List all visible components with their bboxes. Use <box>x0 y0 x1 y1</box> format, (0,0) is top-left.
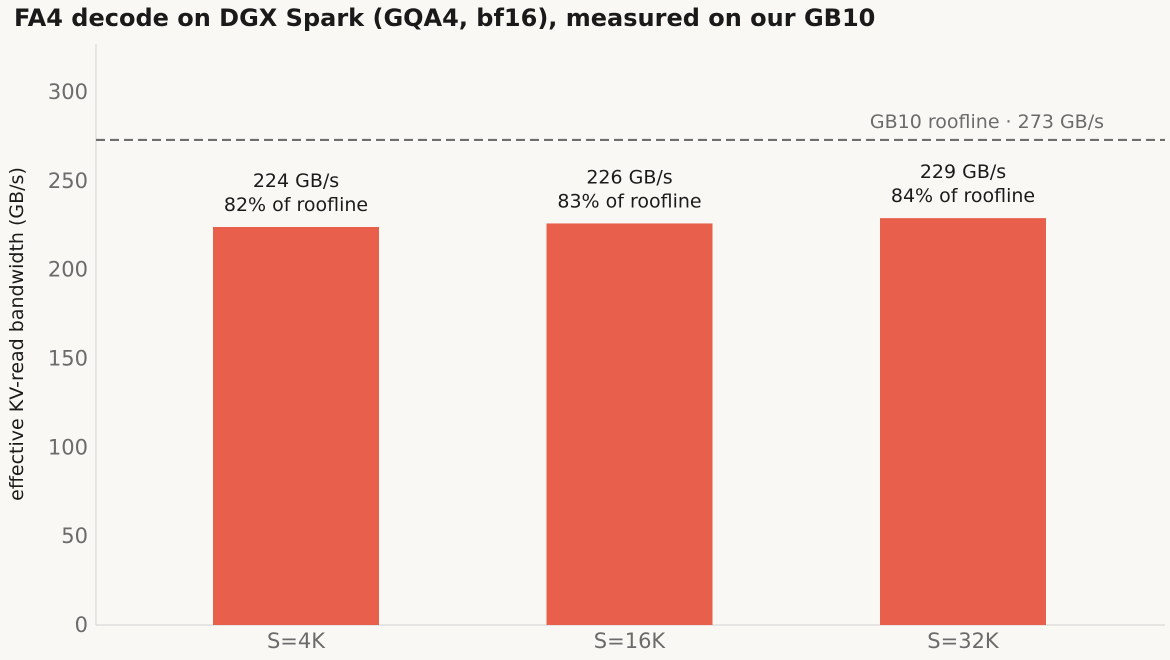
bar-roofline-percent-label: 82% of roofline <box>224 194 368 216</box>
y-axis-label: effective KV-read bandwidth (GB/s) <box>6 167 28 501</box>
y-tick-label: 0 <box>75 613 88 637</box>
y-axis-ticks: 0 50 100 150 200 250 300 <box>48 80 88 637</box>
bar-value-label: 226 GB/s <box>586 166 672 188</box>
x-axis-ticks: S=4K S=16K S=32K <box>267 629 1000 653</box>
y-tick-label: 250 <box>48 169 88 193</box>
y-tick-label: 100 <box>48 435 88 459</box>
y-tick-label: 300 <box>48 80 88 104</box>
bar <box>213 227 379 626</box>
y-tick-label: 150 <box>48 346 88 370</box>
x-tick-label: S=32K <box>927 629 1000 653</box>
y-tick-label: 200 <box>48 258 88 282</box>
bar <box>546 223 713 625</box>
bar <box>880 218 1046 626</box>
roofline-reference: GB10 roofline · 273 GB/s <box>96 111 1165 142</box>
roofline-label: GB10 roofline · 273 GB/s <box>870 111 1104 133</box>
bar-value-label: 224 GB/s <box>253 170 339 192</box>
x-tick-label: S=16K <box>594 629 667 653</box>
bar-roofline-percent-label: 84% of roofline <box>891 185 1035 207</box>
bar-roofline-percent-label: 83% of roofline <box>557 190 701 212</box>
chart-title: FA4 decode on DGX Spark (GQA4, bf16), me… <box>14 4 876 32</box>
bar-value-label: 229 GB/s <box>920 161 1006 183</box>
bar-value-labels: 224 GB/s82% of roofline 226 GB/s83% of ro… <box>224 161 1035 216</box>
x-tick-label: S=4K <box>267 629 326 653</box>
y-tick-label: 50 <box>61 524 88 548</box>
bars <box>213 218 1046 626</box>
